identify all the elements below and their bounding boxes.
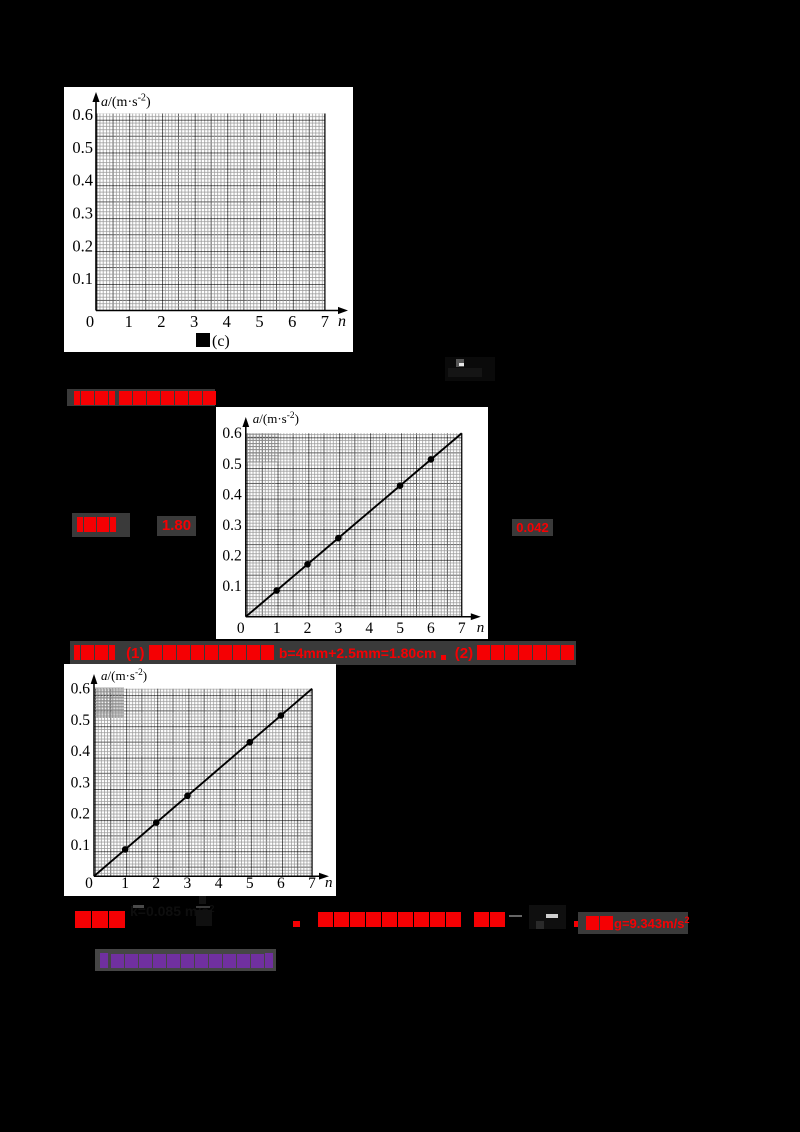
svg-text:n: n bbox=[477, 620, 485, 636]
svg-text:4: 4 bbox=[215, 875, 223, 892]
svg-text:2: 2 bbox=[152, 875, 160, 892]
svg-text:0.4: 0.4 bbox=[71, 743, 91, 760]
svg-text:5: 5 bbox=[396, 620, 404, 637]
svg-text:0.5: 0.5 bbox=[72, 138, 93, 157]
svg-text:0.2: 0.2 bbox=[222, 548, 241, 565]
svg-text:1: 1 bbox=[273, 620, 281, 637]
svg-text:n: n bbox=[325, 875, 333, 891]
svg-text:0.6: 0.6 bbox=[71, 681, 91, 698]
svg-text:0.1: 0.1 bbox=[71, 837, 90, 854]
svg-text:0.2: 0.2 bbox=[72, 236, 93, 255]
svg-text:2: 2 bbox=[304, 620, 312, 637]
svg-text:0.1: 0.1 bbox=[222, 578, 241, 595]
svg-text:7: 7 bbox=[321, 312, 329, 331]
svg-text:0.4: 0.4 bbox=[222, 486, 242, 503]
svg-text:0: 0 bbox=[85, 875, 93, 892]
svg-text:0.5: 0.5 bbox=[222, 456, 242, 473]
svg-text:3: 3 bbox=[190, 312, 198, 331]
svg-text:6: 6 bbox=[427, 620, 435, 637]
svg-text:0.6: 0.6 bbox=[72, 105, 93, 124]
svg-text:1: 1 bbox=[121, 875, 129, 892]
svg-text:3: 3 bbox=[335, 620, 343, 637]
svg-text:4: 4 bbox=[223, 312, 231, 331]
svg-text:0.3: 0.3 bbox=[72, 204, 93, 223]
svg-text:0.4: 0.4 bbox=[72, 171, 93, 190]
svg-text:4: 4 bbox=[365, 620, 373, 637]
svg-text:6: 6 bbox=[288, 312, 296, 331]
svg-text:6: 6 bbox=[277, 875, 285, 892]
svg-text:2: 2 bbox=[157, 312, 165, 331]
svg-text:0: 0 bbox=[86, 312, 94, 331]
svg-text:0.2: 0.2 bbox=[71, 806, 90, 823]
svg-text:0.1: 0.1 bbox=[72, 269, 93, 288]
svg-text:0.3: 0.3 bbox=[222, 517, 242, 534]
svg-text:0.5: 0.5 bbox=[71, 712, 91, 729]
svg-text:7: 7 bbox=[308, 875, 316, 892]
svg-text:n: n bbox=[338, 313, 346, 330]
svg-text:(c): (c) bbox=[212, 333, 230, 350]
svg-text:3: 3 bbox=[184, 875, 192, 892]
svg-text:5: 5 bbox=[246, 875, 254, 892]
svg-text:0: 0 bbox=[237, 620, 245, 637]
svg-text:1: 1 bbox=[125, 312, 133, 331]
svg-text:0.6: 0.6 bbox=[222, 425, 242, 442]
svg-text:7: 7 bbox=[458, 620, 466, 637]
svg-text:0.3: 0.3 bbox=[71, 774, 91, 791]
svg-text:5: 5 bbox=[255, 312, 263, 331]
